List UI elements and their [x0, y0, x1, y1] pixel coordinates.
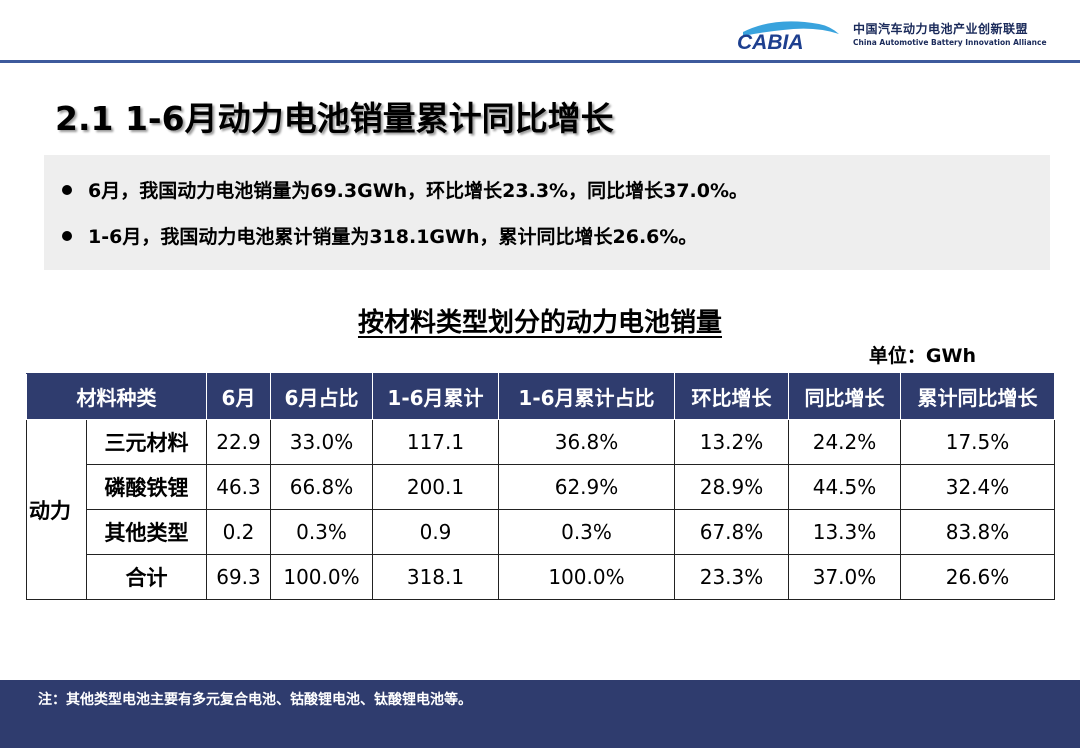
table-cell: 83.8%	[900, 509, 1055, 555]
table-row: 动力 三元材料 22.9 33.0% 117.1 36.8% 13.2% 24.…	[26, 419, 1055, 600]
cabia-logo-mark: CABIA	[737, 21, 839, 54]
table-cell: 26.6%	[900, 554, 1055, 600]
logo-mark-text: CABIA	[737, 31, 804, 54]
table-cell: 100.0%	[270, 554, 373, 600]
table-cell: 0.3%	[498, 509, 675, 555]
table-cell: 37.0%	[788, 554, 901, 600]
table-cell: 36.8%	[498, 419, 675, 465]
table-cell: 100.0%	[498, 554, 675, 600]
table-cell: 67.8%	[674, 509, 789, 555]
cabia-logo: CABIA 中国汽车动力电池产业创新联盟 China Automotive Ba…	[735, 14, 1065, 54]
bullet-dot-icon	[62, 184, 72, 195]
table-cell: 三元材料	[86, 419, 207, 465]
table-cell: 200.1	[372, 464, 499, 510]
summary-bullet-text: 1-6月，我国动力电池累计销量为318.1GWh，累计同比增长26.6%。	[88, 226, 698, 248]
page-title: 2.1 1-6月动力电池销量累计同比增长	[55, 99, 614, 138]
table-cell: 合计	[86, 554, 207, 600]
table-cell: 46.3	[206, 464, 271, 510]
col-header: 同比增长	[788, 373, 901, 420]
footer-note: 注：其他类型电池主要有多元复合电池、钴酸锂电池、钛酸锂电池等。	[38, 692, 472, 708]
logo-name-cn: 中国汽车动力电池产业创新联盟	[853, 22, 1029, 36]
header-rule	[0, 60, 1080, 63]
table-cell: 17.5%	[900, 419, 1055, 465]
table-row: 磷酸铁锂 46.3 66.8% 200.1 62.9% 28.9% 44.5% …	[27, 464, 1055, 510]
table-cell: 69.3	[206, 554, 271, 600]
col-header: 材料种类	[26, 373, 207, 420]
col-header: 6月	[206, 373, 271, 420]
table-cell: 22.9	[206, 419, 271, 465]
table-row: 其他类型 0.2 0.3% 0.9 0.3% 67.8% 13.3% 83.8%	[27, 509, 1055, 555]
table-cell: 0.3%	[270, 509, 373, 555]
footer-bar: 注：其他类型电池主要有多元复合电池、钴酸锂电池、钛酸锂电池等。	[0, 680, 1080, 748]
table-cell: 0.2	[206, 509, 271, 555]
summary-box: 6月，我国动力电池销量为69.3GWh，环比增长23.3%，同比增长37.0%。…	[44, 155, 1050, 270]
table-cell: 318.1	[372, 554, 499, 600]
table-cell: 磷酸铁锂	[86, 464, 207, 510]
table-row-total: 合计 69.3 100.0% 318.1 100.0% 23.3% 37.0% …	[27, 554, 1055, 600]
table-cell: 32.4%	[900, 464, 1055, 510]
table-cell: 33.0%	[270, 419, 373, 465]
table-cell: 24.2%	[788, 419, 901, 465]
col-header: 6月占比	[270, 373, 373, 420]
table-title: 按材料类型划分的动力电池销量	[357, 308, 722, 338]
col-header: 累计同比增长	[900, 373, 1055, 420]
col-header: 1-6月累计	[372, 373, 499, 420]
logo-name-en: China Automotive Battery Innovation Alli…	[853, 38, 1047, 47]
table-cell: 117.1	[372, 419, 499, 465]
table-cell: 44.5%	[788, 464, 901, 510]
summary-bullet: 1-6月，我国动力电池累计销量为318.1GWh，累计同比增长26.6%。	[62, 222, 697, 249]
table-cell: 其他类型	[86, 509, 207, 555]
table-cell: 13.3%	[788, 509, 901, 555]
table-cell: 66.8%	[270, 464, 373, 510]
col-header: 环比增长	[674, 373, 789, 420]
table-cell: 0.9	[372, 509, 499, 555]
summary-bullet-text: 6月，我国动力电池销量为69.3GWh，环比增长23.3%，同比增长37.0%。	[88, 180, 749, 202]
table-cell: 62.9%	[498, 464, 675, 510]
table-cell: 23.3%	[674, 554, 789, 600]
table-header-row: 材料种类 6月 6月占比 1-6月累计 1-6月累计占比 环比增长 同比增长 累…	[26, 373, 1055, 420]
unit-label: 单位：GWh	[868, 345, 976, 367]
table-cell: 28.9%	[674, 464, 789, 510]
sales-table: 材料种类 6月 6月占比 1-6月累计 1-6月累计占比 环比增长 同比增长 累…	[26, 373, 1055, 600]
group-label: 动力	[26, 419, 87, 600]
table-cell: 13.2%	[674, 419, 789, 465]
summary-bullet: 6月，我国动力电池销量为69.3GWh，环比增长23.3%，同比增长37.0%。	[62, 176, 748, 203]
bullet-dot-icon	[62, 230, 72, 241]
col-header: 1-6月累计占比	[498, 373, 675, 420]
